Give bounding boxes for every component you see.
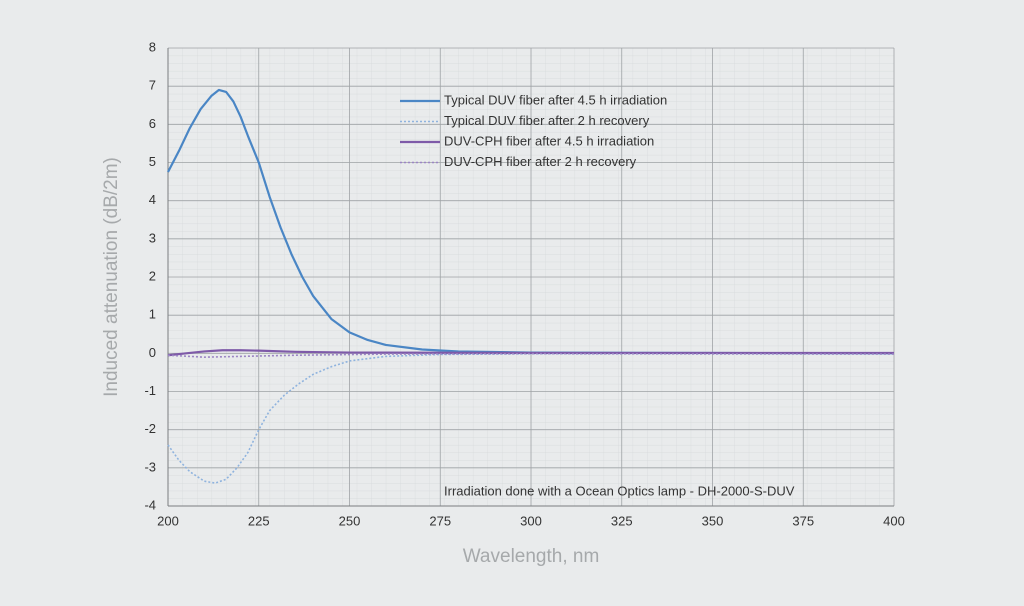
y-tick-label: 7 — [149, 78, 156, 93]
x-tick-label: 350 — [702, 513, 724, 528]
x-tick-label: 250 — [339, 513, 361, 528]
y-tick-label: -2 — [144, 421, 156, 436]
legend-label: Typical DUV fiber after 4.5 h irradiatio… — [444, 92, 667, 107]
y-tick-label: -4 — [144, 497, 156, 512]
x-tick-label: 375 — [792, 513, 814, 528]
y-tick-label: 8 — [149, 39, 156, 54]
y-tick-label: 3 — [149, 230, 156, 245]
x-tick-label: 275 — [429, 513, 451, 528]
y-tick-label: -3 — [144, 459, 156, 474]
y-tick-label: 2 — [149, 268, 156, 283]
y-tick-label: -1 — [144, 383, 156, 398]
y-tick-label: 5 — [149, 154, 156, 169]
y-axis-title: Induced attenuation (dB/2m) — [101, 157, 122, 397]
series-line — [167, 352, 895, 358]
y-tick-label: 4 — [149, 192, 156, 207]
legend-label: DUV-CPH fiber after 4.5 h irradiation — [444, 133, 654, 148]
x-tick-label: 325 — [611, 513, 633, 528]
legend-label: Typical DUV fiber after 2 h recovery — [444, 113, 650, 128]
x-axis-title: Wavelength, nm — [463, 546, 600, 567]
annotation: Irradiation done with a Ocean Optics lam… — [444, 483, 795, 498]
series-line — [167, 88, 895, 355]
series-line — [167, 349, 894, 357]
x-tick-label: 225 — [248, 513, 270, 528]
legend-label: DUV-CPH fiber after 2 h recovery — [444, 154, 637, 169]
x-tick-label: 400 — [883, 513, 905, 528]
x-tick-label: 200 — [157, 513, 179, 528]
x-tick-label: 300 — [520, 513, 542, 528]
series-line — [167, 352, 895, 484]
y-tick-label: 1 — [149, 307, 156, 322]
y-tick-label: 6 — [149, 116, 156, 131]
y-tick-label: 0 — [149, 345, 156, 360]
